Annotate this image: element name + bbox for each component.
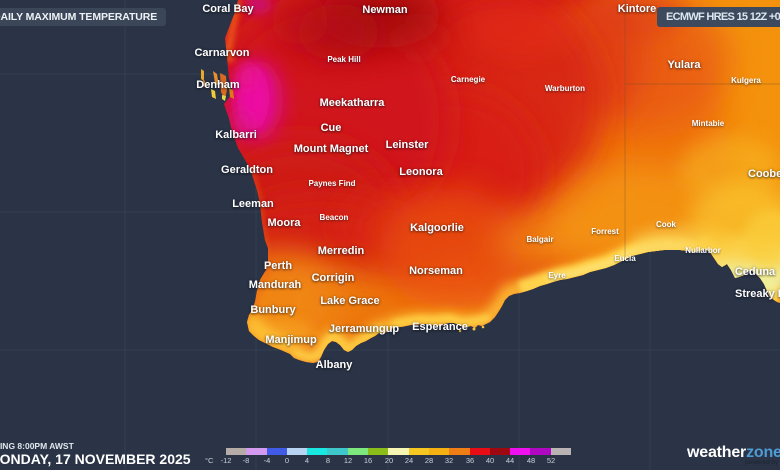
svg-text:Forrest: Forrest <box>591 227 619 236</box>
svg-text:Mintabie: Mintabie <box>692 119 725 128</box>
svg-text:Balgair: Balgair <box>526 235 553 244</box>
svg-text:Streaky Bay: Streaky Bay <box>735 288 780 300</box>
svg-text:Kulgera: Kulgera <box>731 76 761 85</box>
svg-text:Carnarvon: Carnarvon <box>194 47 249 59</box>
svg-text:Beacon: Beacon <box>320 213 349 222</box>
svg-text:Kalgoorlie: Kalgoorlie <box>410 222 464 234</box>
svg-text:Nullarbor: Nullarbor <box>685 246 721 255</box>
svg-text:Mandurah: Mandurah <box>249 279 302 291</box>
svg-text:Moora: Moora <box>268 217 302 229</box>
svg-text:Leinster: Leinster <box>386 139 430 151</box>
svg-text:Jerramungup: Jerramungup <box>329 323 400 335</box>
svg-text:Albany: Albany <box>316 359 354 371</box>
svg-text:Kalbarri: Kalbarri <box>215 129 257 141</box>
svg-text:Leeman: Leeman <box>232 198 274 210</box>
svg-text:Warburton: Warburton <box>545 84 585 93</box>
svg-text:Lake Grace: Lake Grace <box>320 295 379 307</box>
svg-text:Manjimup: Manjimup <box>265 334 317 346</box>
svg-text:Peak Hill: Peak Hill <box>327 55 360 64</box>
svg-text:Mount Magnet: Mount Magnet <box>294 143 369 155</box>
svg-text:Norseman: Norseman <box>409 265 463 277</box>
svg-text:Eyre: Eyre <box>548 271 566 280</box>
svg-text:Cook: Cook <box>656 220 677 229</box>
svg-text:Bunbury: Bunbury <box>250 304 296 316</box>
svg-text:Merredin: Merredin <box>318 245 365 257</box>
svg-text:Denham: Denham <box>196 79 240 91</box>
svg-text:Coral Bay: Coral Bay <box>202 3 254 15</box>
svg-text:Meekatharra: Meekatharra <box>320 97 386 109</box>
svg-text:Kintore: Kintore <box>618 3 657 15</box>
svg-text:Perth: Perth <box>264 260 292 272</box>
svg-text:Newman: Newman <box>362 4 408 16</box>
svg-text:Paynes Find: Paynes Find <box>308 179 355 188</box>
svg-text:Cue: Cue <box>321 122 342 134</box>
svg-text:Leonora: Leonora <box>399 166 443 178</box>
svg-text:Ceduna: Ceduna <box>735 266 776 278</box>
svg-text:Coober Pedy: Coober Pedy <box>748 168 780 180</box>
svg-text:Esperance: Esperance <box>412 321 468 333</box>
svg-text:Geraldton: Geraldton <box>221 164 273 176</box>
svg-text:Carnegie: Carnegie <box>451 75 486 84</box>
svg-text:Yulara: Yulara <box>667 59 701 71</box>
svg-text:Corrigin: Corrigin <box>312 272 355 284</box>
svg-text:Eucla: Eucla <box>614 254 636 263</box>
